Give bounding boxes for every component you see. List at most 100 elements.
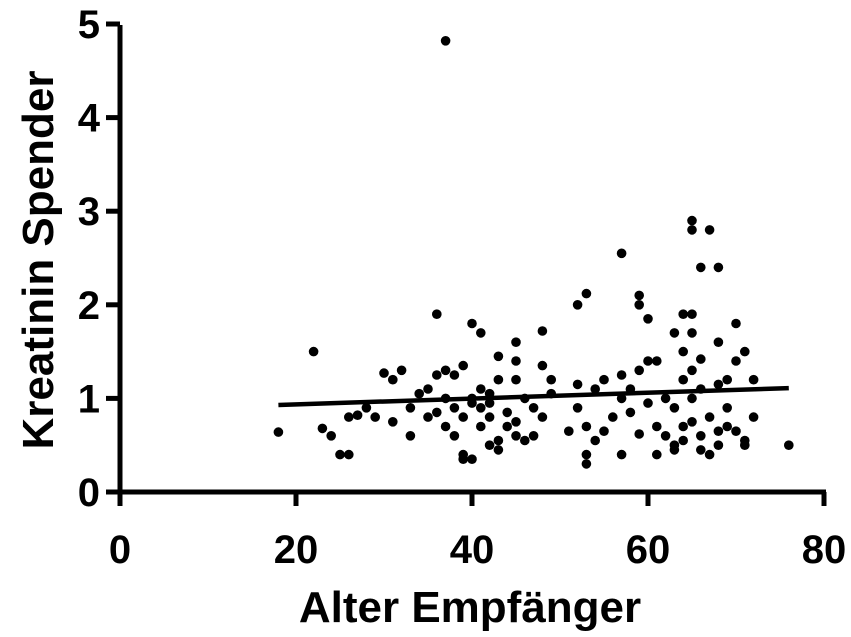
data-point (687, 417, 697, 427)
data-point (704, 449, 715, 460)
y-tick-label: 3 (78, 190, 100, 234)
x-tick-label: 60 (626, 528, 671, 572)
data-point (660, 393, 671, 404)
data-point (511, 356, 521, 366)
data-point (643, 314, 653, 324)
data-point (652, 421, 662, 432)
plot-area (273, 36, 794, 469)
data-point (748, 374, 759, 385)
x-axis-title: Alter Empfänger (299, 583, 641, 632)
data-point (616, 393, 627, 404)
data-point (326, 431, 337, 441)
data-point (511, 337, 521, 348)
data-point (696, 262, 706, 273)
data-point (432, 407, 442, 418)
data-point (440, 421, 451, 432)
data-point (678, 374, 688, 385)
data-point (731, 356, 741, 366)
data-point (335, 449, 345, 460)
data-point (581, 459, 592, 469)
data-point (484, 412, 495, 422)
data-point (458, 360, 469, 371)
data-point (273, 427, 284, 437)
data-point (687, 328, 697, 338)
data-point (740, 346, 750, 357)
data-point (634, 365, 644, 376)
data-point (572, 300, 583, 310)
data-point (713, 440, 724, 451)
data-point (590, 384, 600, 394)
y-tick-label: 2 (78, 284, 100, 328)
data-point (687, 309, 697, 320)
data-point (344, 412, 354, 422)
data-point (520, 435, 530, 446)
data-point (537, 360, 548, 371)
data-point (722, 374, 732, 385)
data-point (423, 412, 433, 422)
data-point (493, 351, 504, 362)
data-point (423, 384, 433, 394)
data-point (731, 318, 741, 329)
data-point (493, 445, 504, 455)
data-point (440, 36, 451, 46)
y-tick-label: 4 (78, 97, 101, 141)
data-point (687, 365, 697, 376)
data-point (616, 370, 627, 380)
data-point (687, 393, 697, 404)
data-point (713, 379, 724, 390)
data-point (308, 346, 319, 357)
data-point (361, 403, 372, 413)
data-point (748, 412, 759, 422)
data-point (722, 421, 732, 432)
x-tick-label: 80 (802, 528, 847, 572)
ticks: 0 1 2 3 4 5 0 20 40 60 80 (78, 3, 847, 572)
data-point (388, 374, 398, 385)
data-point (476, 328, 486, 338)
data-point (713, 426, 724, 437)
data-point (678, 309, 688, 320)
data-point (704, 225, 715, 235)
data-point (634, 300, 644, 310)
x-tick-label: 20 (274, 528, 319, 572)
data-point (440, 365, 451, 376)
data-point (625, 407, 636, 418)
data-point (537, 326, 548, 336)
data-point (511, 431, 521, 441)
data-point (616, 449, 627, 460)
data-point (687, 215, 697, 226)
x-tick-label: 0 (109, 528, 131, 572)
data-point (476, 421, 486, 432)
data-point (669, 403, 680, 413)
data-point (432, 309, 442, 320)
data-point (713, 262, 724, 273)
data-point (572, 379, 583, 390)
data-point (484, 440, 495, 451)
data-point (317, 423, 328, 434)
data-point (669, 328, 680, 338)
data-point (678, 346, 688, 357)
data-point (599, 426, 609, 437)
data-point (669, 445, 680, 455)
data-point (564, 426, 574, 437)
data-point (581, 288, 592, 299)
y-tick-label: 1 (78, 377, 100, 421)
data-point (467, 454, 477, 465)
data-point (572, 403, 583, 413)
data-point (652, 356, 662, 366)
data-point (784, 440, 794, 451)
data-point (528, 403, 539, 413)
data-point (660, 431, 671, 441)
data-point (696, 354, 706, 364)
data-point (458, 412, 469, 422)
y-axis-title: Kreatinin Spender (14, 71, 63, 450)
data-point (405, 431, 416, 441)
data-point (599, 374, 609, 385)
data-point (414, 388, 425, 399)
data-point (608, 412, 618, 422)
data-point (502, 407, 512, 418)
data-point (696, 445, 706, 455)
data-point (449, 370, 460, 380)
data-point (704, 412, 715, 422)
data-point (405, 403, 416, 413)
